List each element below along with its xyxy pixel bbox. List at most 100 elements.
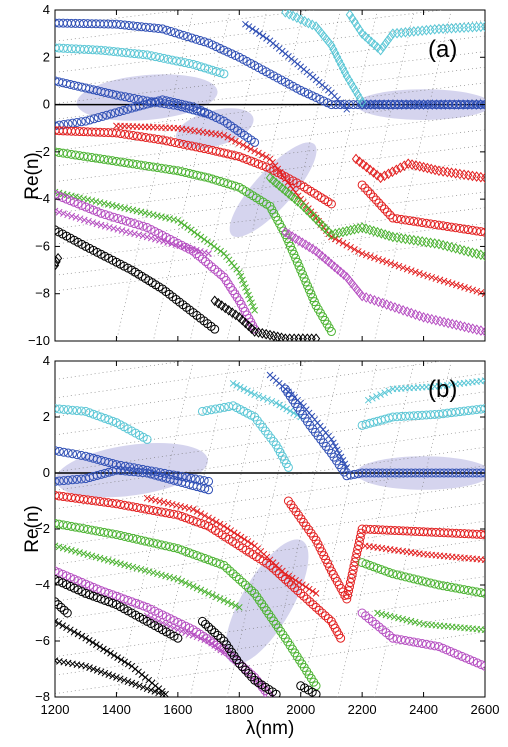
data-point	[118, 105, 128, 115]
data-point	[451, 22, 460, 34]
data-point	[113, 674, 120, 681]
series-6	[55, 465, 214, 495]
data-point	[350, 223, 359, 235]
data-point	[85, 408, 95, 418]
data-point	[206, 405, 216, 415]
data-point	[210, 264, 220, 274]
data-point	[80, 195, 88, 203]
data-point	[457, 282, 464, 290]
data-point	[252, 27, 260, 35]
data-point	[405, 636, 415, 646]
data-point	[193, 508, 201, 515]
series-8	[266, 371, 351, 471]
series-13	[55, 518, 321, 691]
data-point	[282, 175, 289, 183]
data-point	[88, 205, 98, 215]
data-point	[430, 24, 439, 35]
data-point	[108, 558, 116, 565]
data-point	[197, 510, 205, 517]
data-point	[277, 572, 287, 582]
data-point	[268, 563, 278, 573]
data-point	[480, 99, 485, 110]
data-point	[116, 91, 126, 101]
data-point	[434, 580, 444, 590]
data-point	[400, 572, 410, 582]
data-point	[212, 593, 220, 601]
data-point	[164, 499, 172, 507]
data-point	[234, 574, 244, 584]
guide-line	[55, 361, 316, 399]
data-point	[381, 389, 389, 397]
data-point	[136, 535, 146, 545]
data-point	[291, 253, 301, 263]
data-point	[430, 220, 440, 230]
data-point	[55, 446, 64, 456]
data-point	[92, 641, 100, 649]
data-point	[113, 202, 120, 210]
data-point	[125, 562, 133, 570]
data-point	[207, 625, 217, 635]
data-point	[358, 250, 366, 257]
data-point	[477, 289, 485, 296]
data-point	[200, 235, 208, 243]
data-point	[216, 633, 226, 643]
data-point	[192, 551, 202, 561]
data-point	[333, 51, 342, 63]
data-point	[106, 223, 113, 231]
data-point	[63, 448, 73, 458]
data-point	[268, 397, 276, 405]
data-point	[480, 588, 485, 598]
data-point	[118, 227, 126, 234]
data-point	[133, 94, 143, 104]
data-point	[413, 575, 423, 585]
data-point	[65, 196, 75, 206]
data-point	[331, 443, 339, 450]
data-point	[96, 199, 104, 206]
data-point	[82, 634, 90, 642]
data-point	[184, 244, 192, 252]
data-point	[378, 41, 388, 53]
data-point	[139, 683, 147, 691]
data-point	[72, 117, 82, 127]
data-point	[381, 38, 390, 49]
data-point	[201, 636, 209, 643]
data-point	[251, 391, 258, 398]
data-point	[197, 406, 207, 416]
data-point	[88, 197, 96, 204]
data-point	[195, 36, 205, 46]
guide-line	[55, 520, 485, 584]
data-point	[472, 226, 482, 236]
data-point	[209, 591, 216, 599]
data-point	[168, 500, 176, 508]
data-point	[455, 584, 465, 594]
data-point	[133, 207, 141, 215]
data-point	[84, 551, 92, 559]
data-point	[328, 436, 335, 443]
data-point	[184, 548, 194, 558]
data-point	[149, 134, 159, 144]
data-point	[159, 53, 169, 63]
data-point	[430, 641, 440, 651]
data-point	[195, 143, 205, 153]
data-point	[374, 198, 384, 208]
data-point	[244, 538, 252, 545]
data-point	[72, 474, 82, 484]
data-point	[129, 563, 137, 571]
data-point	[197, 247, 204, 255]
data-point	[343, 464, 351, 471]
data-point	[333, 446, 341, 454]
data-point	[151, 688, 159, 695]
data-point	[451, 583, 461, 593]
data-point	[84, 196, 92, 203]
data-point	[85, 204, 95, 214]
data-point	[351, 553, 361, 563]
highlight-ellipse	[225, 539, 309, 665]
data-point	[170, 28, 180, 38]
data-point	[283, 405, 291, 413]
data-point	[217, 300, 226, 311]
data-point	[303, 281, 313, 291]
data-point	[111, 128, 121, 138]
data-point	[309, 587, 317, 595]
data-point	[97, 221, 105, 229]
data-point	[120, 466, 130, 476]
